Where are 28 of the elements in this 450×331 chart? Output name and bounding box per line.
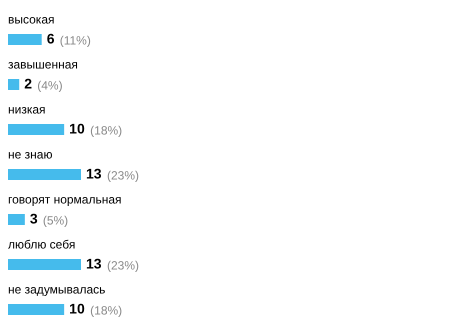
annotation: (18%)	[90, 124, 122, 138]
data-label: 10	[69, 120, 85, 136]
annotation: (4%)	[37, 78, 63, 92]
y-tick-label: не знаю	[8, 148, 52, 162]
y-tick-label: не задумывалась	[8, 282, 106, 296]
bar	[8, 169, 81, 180]
data-label: 13	[86, 166, 102, 182]
bar	[8, 79, 20, 90]
data-label: 10	[69, 300, 85, 316]
bar	[8, 124, 64, 135]
bar	[8, 214, 25, 225]
annotation: (18%)	[90, 304, 122, 318]
y-tick-label: люблю себя	[8, 238, 76, 252]
bar	[8, 304, 64, 315]
annotation: (5%)	[42, 214, 68, 228]
y-tick-label: низкая	[8, 102, 46, 116]
annotation: (23%)	[107, 258, 140, 272]
y-tick-label: высокая	[8, 12, 54, 26]
data-label: 13	[86, 256, 102, 272]
y-tick-label: завышенная	[8, 58, 78, 72]
annotation: (23%)	[107, 168, 140, 182]
y-tick-label: говорят нормальная	[8, 192, 122, 206]
data-label: 2	[24, 76, 32, 92]
data-label: 3	[30, 210, 38, 226]
bar	[8, 259, 81, 270]
bar	[8, 34, 42, 45]
annotation: (11%)	[60, 34, 91, 48]
data-label: 6	[46, 30, 55, 46]
